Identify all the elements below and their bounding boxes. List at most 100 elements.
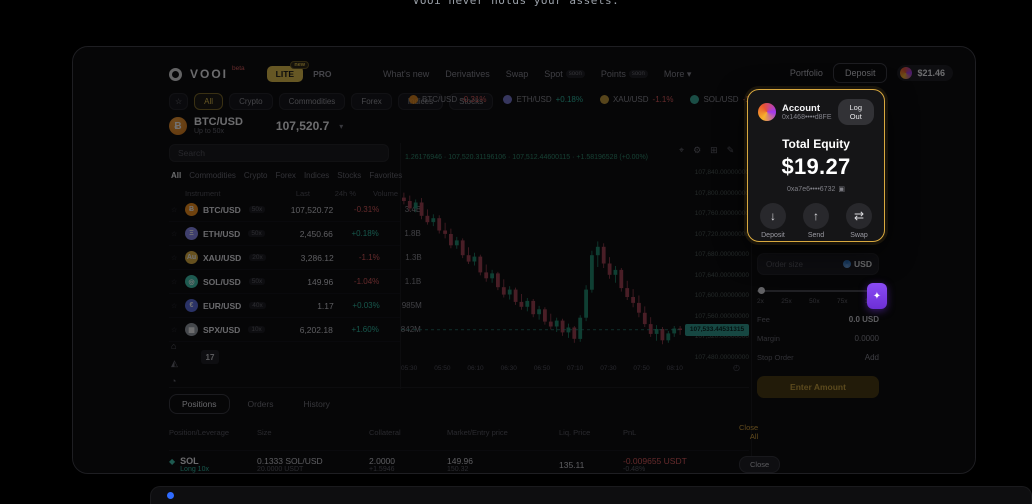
soon-badge: soon xyxy=(565,70,585,78)
deposit-button[interactable]: Deposit xyxy=(832,63,888,83)
market-row[interactable]: ☆ ▦ SPX/USD 10x 6,202.18 +1.60% 842M xyxy=(169,318,421,342)
coin-icon xyxy=(503,95,513,104)
brand-name: VOOI xyxy=(190,67,229,81)
category-chip[interactable]: Commodities xyxy=(278,93,346,110)
order-size-field[interactable]: USD xyxy=(757,253,879,275)
market-row[interactable]: ☆ Ξ ETH/USD 50x 2,450.66 +0.18% 1.8B xyxy=(169,222,421,246)
star-icon[interactable]: ☆ xyxy=(171,302,178,310)
chevron-down-icon[interactable]: ▾ xyxy=(339,121,344,131)
chart-side-tools: ⌂ ◭ ◔ xyxy=(171,341,178,386)
leverage-mark[interactable]: 25x xyxy=(781,298,792,305)
drawing-tool-icon[interactable]: ◔ xyxy=(171,376,177,386)
send-action[interactable]: ↑ Send xyxy=(803,203,829,239)
soon-badge: soon xyxy=(628,70,648,78)
coin-icon: Au xyxy=(185,251,198,264)
total-equity-label: Total Equity xyxy=(782,137,850,151)
btc-coin-icon: Ƀ xyxy=(169,117,187,135)
close-position-button[interactable]: Close xyxy=(739,456,781,473)
leverage-mark[interactable]: 50x xyxy=(809,298,820,305)
category-chip[interactable]: Forex xyxy=(351,93,392,110)
leverage-mark[interactable]: 2x xyxy=(757,298,764,305)
price-axis-label: 107,600.00000000 xyxy=(694,292,749,300)
price-axis-label: 107,680.00000000 xyxy=(694,251,749,259)
markets-tab[interactable]: Favorites xyxy=(369,171,403,180)
assistant-button[interactable]: ✦ xyxy=(867,283,887,309)
star-icon[interactable]: ☆ xyxy=(171,278,178,286)
time-axis-label: 05:50 xyxy=(434,365,451,372)
market-row[interactable]: ☆ Ƀ BTC/USD 50x 107,520.72 -0.31% 3.4B xyxy=(169,198,421,222)
size-unit[interactable]: USD xyxy=(843,259,872,269)
pair-header[interactable]: Ƀ BTC/USD Up to 50x 107,520.7 ▾ xyxy=(169,117,343,135)
coin-icon: ▦ xyxy=(185,323,198,336)
leverage-slider[interactable] xyxy=(757,287,879,295)
clock-icon[interactable]: ◴ xyxy=(733,363,740,372)
deposit-action[interactable]: ↓ Deposit xyxy=(760,203,786,239)
price-axis-label: 107,800.00000000 xyxy=(694,189,749,197)
nav-item[interactable]: What's new xyxy=(383,69,430,79)
close-all-link[interactable]: Close All xyxy=(739,423,759,441)
market-row[interactable]: ☆ € EUR/USD 40x 1.17 +0.03% 985M xyxy=(169,294,422,318)
chart-toolbar-icon[interactable]: ⊞ xyxy=(710,145,718,155)
leverage-badge: 50x xyxy=(248,278,266,285)
market-row[interactable]: ☆ Au XAU/USD 20x 3,286.12 -1.1% 1.3B xyxy=(169,246,422,270)
nav-item[interactable]: More ▾ xyxy=(663,68,692,79)
vooi-logo-icon xyxy=(169,67,182,81)
drawing-tool-icon[interactable]: ◭ xyxy=(171,358,178,368)
portfolio-link[interactable]: Portfolio xyxy=(789,68,823,78)
leverage-badge: 10x xyxy=(248,326,265,333)
stop-order-value[interactable]: Add xyxy=(864,353,879,362)
category-chip[interactable]: Crypto xyxy=(229,93,273,110)
markets-tab[interactable]: All xyxy=(171,171,182,180)
chart-toolbar-icon[interactable]: ⌖ xyxy=(679,145,685,155)
blue-dot-icon xyxy=(167,492,174,499)
mode-toggle-pro[interactable]: PRO xyxy=(313,69,332,79)
ticker-item[interactable]: BTC/USD -0.31% xyxy=(409,95,486,104)
positions-tab[interactable]: Orders xyxy=(247,399,274,409)
nav-item[interactable]: Derivatives xyxy=(445,69,490,79)
nav-item[interactable]: Points soon xyxy=(601,69,648,79)
slider-knob[interactable] xyxy=(758,287,765,294)
star-icon[interactable]: ☆ xyxy=(171,230,178,238)
time-axis-label: 08:10 xyxy=(666,365,683,372)
markets-tab[interactable]: Commodities xyxy=(189,171,236,180)
chart-toolbar-icon[interactable]: ✎ xyxy=(726,145,735,155)
markets-tab[interactable]: Indices xyxy=(303,171,330,180)
copy-icon[interactable]: ▣ xyxy=(838,186,845,193)
swap-action[interactable]: ⇄ Swap xyxy=(846,203,872,239)
markets-tab[interactable]: Crypto xyxy=(243,171,268,180)
star-icon[interactable]: ☆ xyxy=(171,206,178,214)
mode-toggle-lite[interactable]: LITE new xyxy=(266,61,310,82)
ticker-item[interactable]: ETH/USD +0.18% xyxy=(503,95,583,104)
tradingview-logo: 17 xyxy=(201,350,219,364)
nav-item[interactable]: Swap xyxy=(505,69,529,79)
margin-value: 0.0000 xyxy=(854,334,879,343)
positions-columns: Position/Leverage Size Collateral Market… xyxy=(169,423,759,441)
nav-item[interactable]: Spot soon xyxy=(544,69,585,79)
wallet-balance: $21.46 xyxy=(917,68,945,78)
star-icon[interactable]: ☆ xyxy=(171,254,178,262)
drawing-tool-icon[interactable]: ⌂ xyxy=(171,341,177,351)
wallet-balance-pill[interactable]: $21.46 xyxy=(897,65,953,81)
slider-track[interactable] xyxy=(757,290,879,292)
star-icon[interactable]: ☆ xyxy=(171,326,178,334)
search-input[interactable] xyxy=(169,144,389,162)
favorites-star-chip[interactable]: ☆ xyxy=(169,93,189,110)
coin-icon: Ƀ xyxy=(185,203,198,216)
category-chip[interactable]: All xyxy=(194,93,224,110)
enter-amount-button[interactable]: Enter Amount xyxy=(757,376,879,398)
candlestick-chart[interactable] xyxy=(401,169,683,361)
market-row[interactable]: ☆ ◎ SOL/USD 50x 149.96 -1.04% 1.1B xyxy=(169,270,421,294)
time-axis-label: 07:30 xyxy=(600,365,617,372)
leverage-mark[interactable]: 75x xyxy=(837,298,848,305)
logout-button[interactable]: Log Out xyxy=(837,99,874,125)
price-axis-label: 107,480.00000000 xyxy=(694,353,749,361)
usd-coin-icon xyxy=(843,260,852,268)
positions-tab[interactable]: Positions xyxy=(169,394,230,414)
positions-tab[interactable]: History xyxy=(303,399,330,409)
markets-tab[interactable]: Forex xyxy=(275,171,296,180)
markets-tab[interactable]: Stocks xyxy=(337,171,362,180)
markets-tabs: All Commodities Crypto Forex Indices Stocks Fa… xyxy=(171,171,402,180)
account-title: Account xyxy=(782,102,820,114)
chart-toolbar-icon[interactable]: ⚙ xyxy=(693,145,702,155)
ticker-item[interactable]: XAU/USD -1.1% xyxy=(599,95,673,104)
